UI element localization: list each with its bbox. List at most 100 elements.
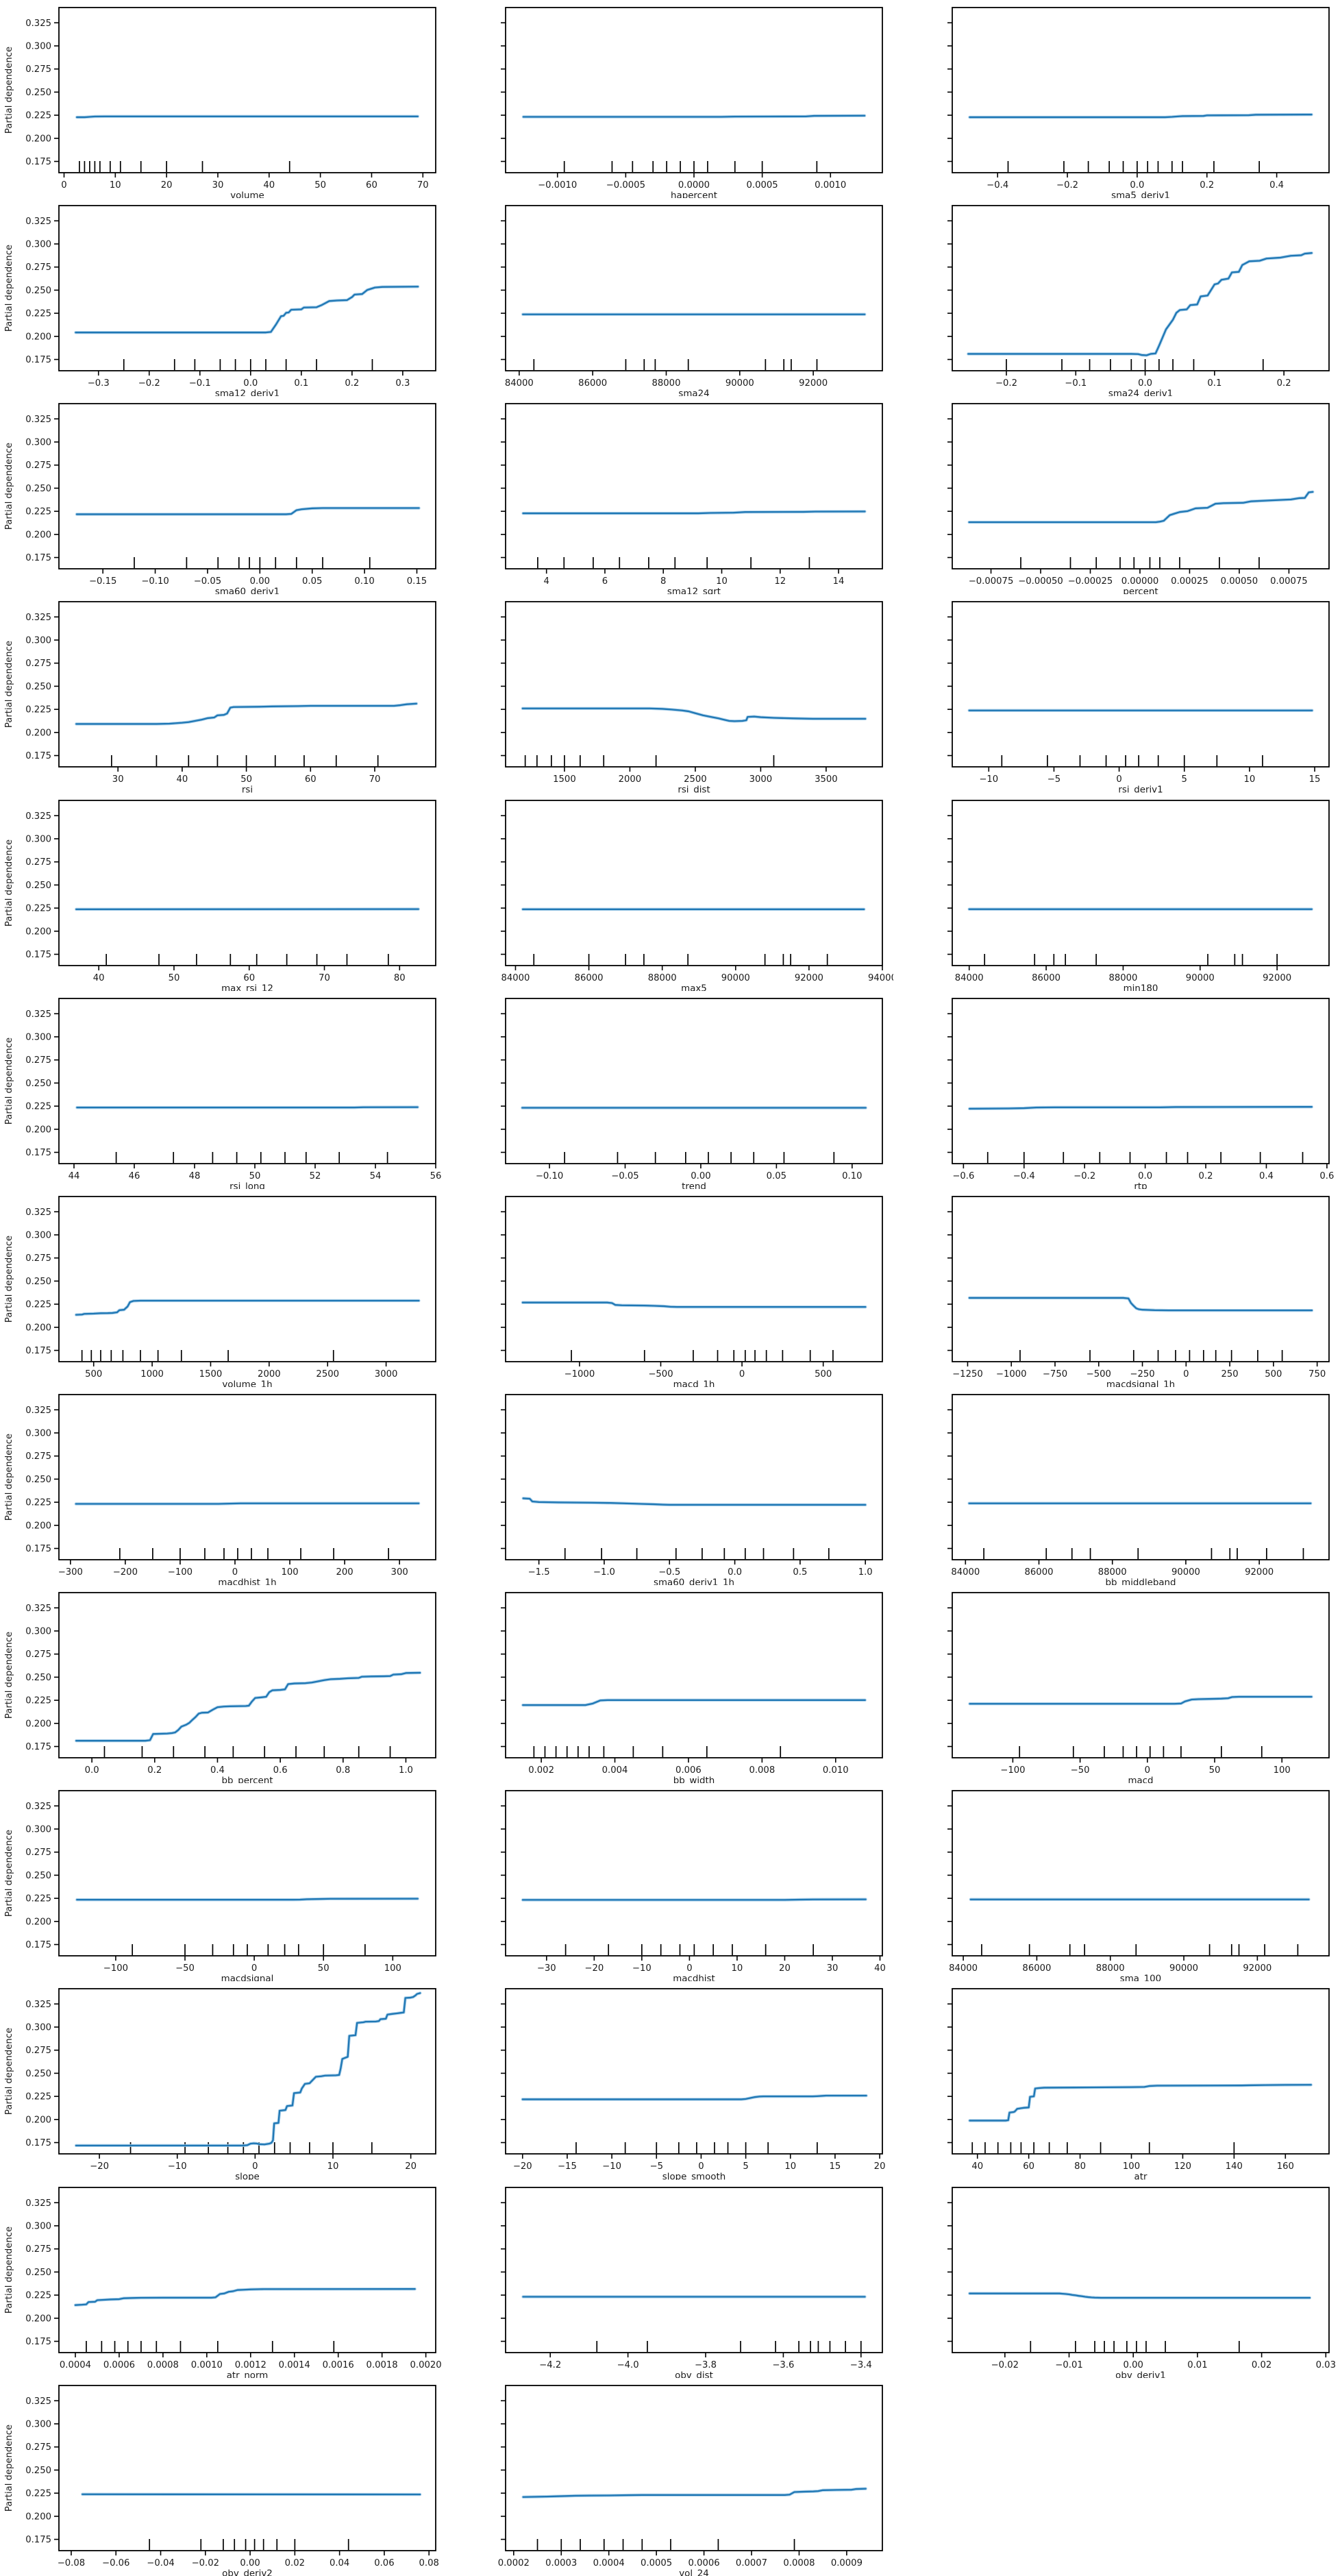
axes-frame — [952, 205, 1330, 372]
x-tick-label: 88000 — [1098, 1567, 1127, 1578]
x-tick-label: −0.05 — [194, 576, 221, 587]
pd-line — [521, 708, 867, 722]
pdp-chart-hapercent: −0.0010 −0.0005 0.0000 0.0005 0.0010 hapercen… — [501, 7, 883, 198]
x-tick-label: 3000 — [749, 774, 773, 785]
y-axis-label: Partial dependence — [4, 2425, 14, 2512]
x-tick-label: 5 — [1182, 774, 1187, 785]
x-tick-label: −0.02 — [192, 2558, 219, 2568]
x-tick-label: 0.0004 — [593, 2558, 625, 2568]
axes-frame — [952, 1790, 1330, 1957]
x-tick-label: 80 — [394, 973, 406, 983]
pdp-chart-slope: 0.175 0.200 0.225 0.250 0.275 0.300 0.325 −20 −1… — [4, 1988, 436, 2180]
x-tick-label: −100 — [1000, 1765, 1025, 1776]
x-tick-label: 20 — [779, 1963, 791, 1974]
x-tick-label: 0.00025 — [1171, 576, 1208, 587]
x-axis-label: rsi_deriv1 — [1118, 785, 1163, 793]
pdp-subplot-bb_width: 0.002 0.004 0.006 0.008 0.010 bb_width — [447, 1585, 893, 1783]
axes-frame — [505, 601, 883, 768]
x-tick-label: −0.00050 — [1018, 576, 1063, 587]
axes-frame — [58, 1988, 436, 2155]
x-tick-label: −1.0 — [593, 1567, 615, 1578]
x-tick-label: −0.2 — [1074, 1171, 1095, 1181]
y-tick-label: 0.225 — [25, 2488, 51, 2499]
x-axis-label: rsi_long — [229, 1181, 265, 1189]
x-axis-label: sma60_deriv1 — [215, 587, 280, 595]
x-tick-label: 88000 — [648, 973, 677, 983]
x-tick-label: 90000 — [725, 378, 754, 389]
x-tick-label: 0.1 — [294, 378, 308, 389]
x-tick-label: 0.02 — [285, 2558, 305, 2568]
x-axis-label: min180 — [1124, 983, 1158, 991]
x-tick-label: 0 — [232, 1567, 238, 1578]
y-tick-label: 0.175 — [25, 2337, 51, 2347]
axes-frame — [58, 601, 436, 768]
x-tick-label: 0.0010 — [191, 2360, 223, 2370]
x-tick-label: 0.00 — [1124, 2360, 1143, 2370]
x-tick-label: 0.0016 — [323, 2360, 354, 2370]
x-axis-label: obv_deriv2 — [222, 2568, 273, 2576]
y-tick-label: 0.200 — [25, 1521, 51, 1531]
y-tick-label: 0.275 — [25, 659, 51, 670]
x-tick-label: 0.03 — [1316, 2360, 1336, 2370]
y-tick-label: 0.175 — [25, 751, 51, 761]
x-tick-label: 0.008 — [749, 1765, 775, 1776]
x-tick-label: −0.1 — [189, 378, 211, 389]
x-axis-label: macd_1h — [673, 1379, 715, 1387]
pdp-chart-slope_smooth: −20 −15 −10 −5 0 5 10 15 20 slope_smooth — [501, 1988, 885, 2180]
x-tick-label: −0.5 — [658, 1567, 680, 1578]
pdp-subplot-volume: 0.175 0.200 0.225 0.250 0.275 0.300 0.325 0 10 20… — [0, 0, 447, 198]
x-tick-label: −300 — [58, 1567, 83, 1578]
x-tick-label: 20 — [405, 2161, 417, 2172]
y-tick-label: 0.175 — [25, 1742, 51, 1752]
x-tick-label: −0.15 — [89, 576, 116, 587]
axes-frame — [505, 1195, 883, 1362]
x-tick-label: 10 — [110, 180, 121, 191]
axes-frame — [952, 997, 1330, 1164]
x-tick-label: 40 — [263, 180, 275, 191]
y-tick-label: 0.175 — [25, 1940, 51, 1950]
y-tick-label: 0.250 — [25, 2267, 51, 2277]
x-tick-label: 86000 — [1032, 973, 1060, 983]
pdp-chart-macdhist_1h: 0.175 0.200 0.225 0.250 0.275 0.300 0.325 −300 −… — [4, 1394, 436, 1585]
y-tick-label: 0.200 — [25, 1323, 51, 1333]
pdp-chart-sma5_deriv1: −0.4 −0.2 0.0 0.2 0.4 sma5_deriv1 — [947, 7, 1330, 198]
x-tick-label: 30 — [212, 180, 224, 191]
pdp-chart-rsi_deriv1: −10 −5 0 5 10 15 rsi_deriv1 — [947, 601, 1330, 793]
y-tick-label: 0.225 — [25, 1696, 51, 1706]
x-tick-label: 0.02 — [1252, 2360, 1271, 2370]
x-axis-label: macdsignal — [221, 1974, 274, 1982]
x-tick-label: 100 — [1123, 2161, 1140, 2172]
x-tick-label: 0.06 — [374, 2558, 394, 2568]
y-tick-label: 0.225 — [25, 111, 51, 121]
y-tick-label: 0.225 — [25, 1101, 51, 1112]
x-tick-label: −3.6 — [772, 2360, 794, 2370]
x-tick-label: 0.0 — [85, 1765, 99, 1776]
x-tick-label: 50 — [1209, 1765, 1221, 1776]
x-tick-label: 2000 — [619, 774, 642, 785]
x-tick-label: 4 — [544, 576, 549, 587]
pd-line — [969, 114, 1313, 119]
x-tick-label: 0.2 — [147, 1765, 162, 1776]
x-tick-label: 92000 — [795, 973, 823, 983]
pdp-chart-obv_deriv1: −0.02 −0.01 0.00 0.01 0.02 0.03 obv_deriv1 — [947, 2186, 1336, 2378]
x-tick-label: −0.01 — [1055, 2360, 1082, 2370]
pdp-subplot-obv_dist: −4.2 −4.0 −3.8 −3.6 −3.4 obv_dist — [447, 2180, 893, 2378]
axes-frame — [505, 2384, 883, 2551]
pd-line — [969, 1105, 1313, 1109]
x-axis-label: macdhist_1h — [218, 1578, 276, 1585]
pdp-chart-sma_100: 84000 86000 88000 90000 92000 sma_100 — [947, 1790, 1330, 1981]
x-axis-label: trend — [682, 1181, 706, 1189]
x-axis-label: volume_1h — [222, 1379, 272, 1387]
pd-line — [967, 252, 1313, 356]
x-tick-label: −1.5 — [528, 1567, 550, 1578]
x-tick-label: 2500 — [316, 1369, 339, 1379]
y-tick-label: 0.275 — [25, 1253, 51, 1264]
pdp-chart-obv_deriv2: 0.175 0.200 0.225 0.250 0.275 0.300 0.325 −0.08… — [4, 2384, 439, 2576]
y-tick-label: 0.200 — [25, 2512, 51, 2522]
x-tick-label: 2500 — [684, 774, 707, 785]
x-tick-label: 90000 — [1169, 1963, 1198, 1974]
x-tick-label: 88000 — [652, 378, 681, 389]
x-axis-label: slope_smooth — [662, 2172, 725, 2180]
x-tick-label: 10 — [1244, 774, 1256, 785]
pdp-subplot-max_rsi_12: 0.175 0.200 0.225 0.250 0.275 0.300 0.325 40 50 6… — [0, 793, 447, 991]
